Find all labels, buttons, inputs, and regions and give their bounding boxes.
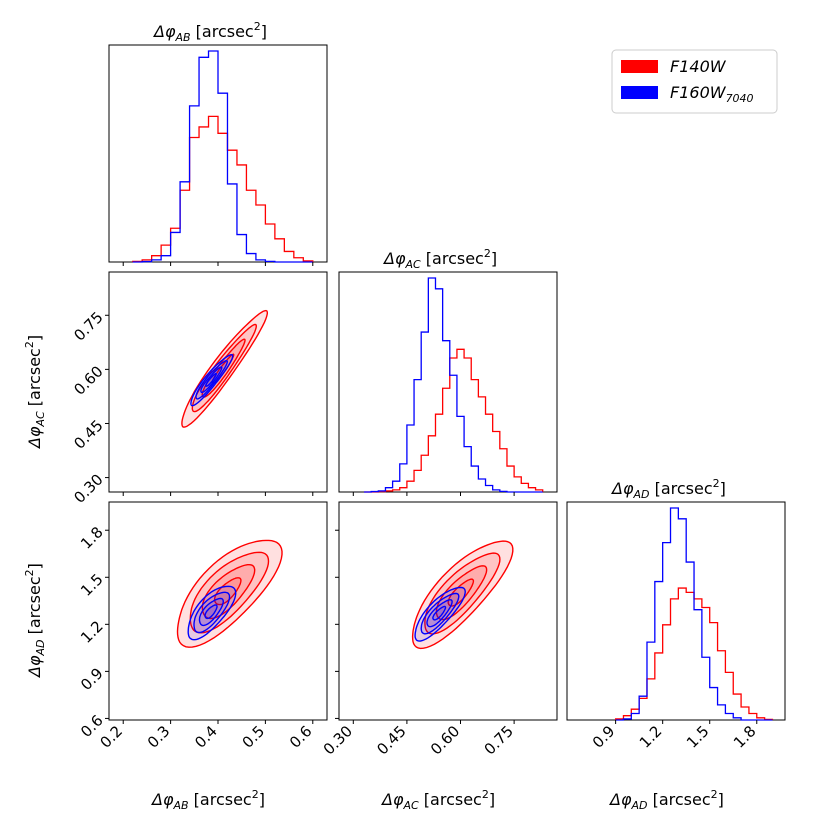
contour-fill-AC-AD-F140W [436,565,487,620]
histogram-title-AD: ΔφAD [arcsec2] [610,477,726,501]
contour-line-AB-AD-F140W [176,539,283,648]
contour-line-AB-AC-F160W_7040 [200,366,223,393]
contour-fill-AB-AD-F140W [190,552,269,633]
y-axis-label-AC: ΔφAC [arcsec2] [23,335,47,450]
contour-line-AB-AD-F160W_7040 [198,597,225,627]
y-tick-label: 0.9 [77,664,107,694]
histogram-AB-F160W_7040 [132,50,313,263]
y-tick-label: 0.45 [70,416,106,452]
contour-line-AB-AC-F140W [181,309,268,428]
contour-line-AB-AD-F160W_7040 [204,604,218,620]
contour-line-AB-AC-F160W_7040 [190,354,234,407]
contour-line-AC-AD-F140W [424,552,501,635]
x-axis-label-AC: ΔφAC [arcsec2] [380,788,495,812]
y-tick-label: 0.75 [70,308,106,344]
contour-line-AB-AD-F160W_7040 [187,585,237,641]
contour-line-AB-AC-F160W_7040 [205,372,218,387]
contour-line-AC-AD-F160W_7040 [426,599,453,628]
x-tick-label: 1.8 [730,722,760,752]
x-tick-label: 0.45 [373,722,409,758]
contour-line-AC-AD-F140W [435,565,488,621]
contour-line-AB-AC-F160W_7040 [195,360,229,400]
contour-fill-AC-AD-F140W [424,553,500,634]
contour-line-AC-AD-F140W [447,578,475,607]
y-axis-label-group-AC: ΔφAC [arcsec2] [23,335,47,450]
contour-fill-AB-AD-F160W_7040 [194,592,230,633]
contour-fill-AC-AD-F160W_7040 [421,593,459,634]
legend: F140W F160W7040 [611,49,778,114]
histogram-AC-F140W [364,348,544,493]
contour-line-AC-AD-F160W_7040 [432,605,447,621]
histogram-AC-F160W_7040 [364,277,543,493]
contour-fill-AB-AC-F160W_7040 [196,360,228,399]
contour-fill-AC-AD-F160W_7040 [432,606,446,620]
x-tick-label: 0.9 [589,722,619,752]
legend-label: F140W [670,57,727,76]
x-axis-label-AB: ΔφAB [arcsec2] [150,788,265,812]
contour-line-AC-AD-F160W_7040 [420,592,460,635]
histogram-title-AB: ΔφAB [arcsec2] [152,20,267,44]
contour-line-AB-AC-F140W [191,323,258,413]
contour-line-AB-AD-F160W_7040 [193,591,231,634]
x-tick-label: 0.4 [191,722,221,752]
panel-frame-2-2 [566,501,786,721]
histogram-title-AC: ΔφAC [arcsec2] [382,247,497,271]
y-axis-label-AD: ΔφAD [arcsec2] [23,563,47,679]
y-tick-label: 1.5 [77,570,107,600]
x-tick-label: 0.5 [239,722,269,752]
legend-label: F160W7040 [670,83,754,105]
contour-fill-AC-AD-F140W [412,541,513,649]
x-tick-label: 0.3 [144,722,174,752]
contour-fill-AB-AC-F160W_7040 [205,373,217,387]
contour-fill-AB-AD-F160W_7040 [205,605,217,619]
histogram-AB-F140W [132,115,314,263]
x-tick-label: 0.60 [427,722,463,758]
y-axis-label-group-AD: ΔφAD [arcsec2] [23,563,47,679]
legend-swatch [621,60,658,73]
panel-frame-1-1 [338,271,558,493]
y-tick-label: 1.2 [77,617,107,647]
y-tick-label: 0.30 [70,471,106,507]
y-tick-label: 0.60 [70,362,106,398]
x-tick-label: 1.2 [636,722,666,752]
contour-line-AC-AD-F140W [411,540,514,650]
x-axis-label-AD: ΔφAD [arcsec2] [608,788,724,812]
y-tick-label: 1.8 [77,523,107,553]
legend-swatch [621,86,658,99]
x-tick-label: 1.5 [683,722,713,752]
contour-line-AC-AD-F160W_7040 [414,586,466,642]
x-tick-label: 0.75 [481,722,517,758]
x-tick-label: 0.30 [320,722,356,758]
panel-frame-1-2 [338,501,558,721]
x-tick-label: 0.6 [286,722,316,752]
contour-fill-AB-AD-F140W [177,540,282,648]
contour-fill-AC-AD-F140W [448,579,474,606]
histogram-AD-F160W_7040 [615,507,773,721]
contour-fill-AB-AD-F160W_7040 [188,586,236,640]
